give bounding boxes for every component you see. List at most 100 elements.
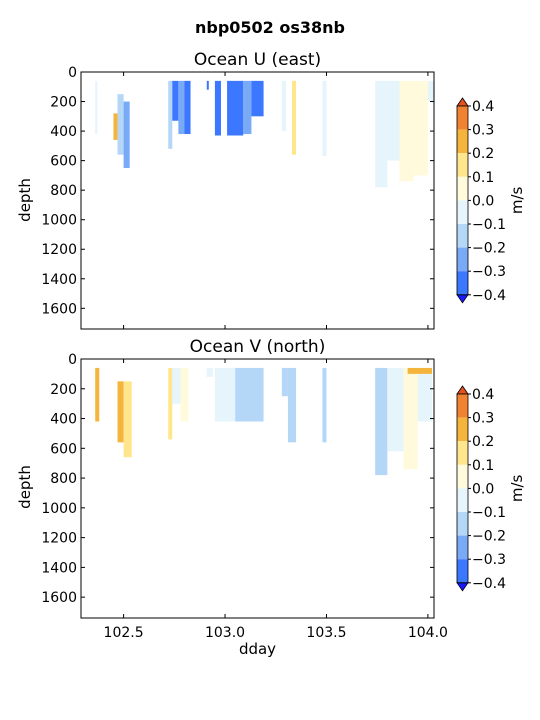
chart1-ytick-label-5: 1000 [41, 501, 77, 517]
chart1-xlabel: dday [239, 640, 276, 658]
chart1-colorbar-extend-bottom [456, 582, 469, 592]
chart0-data-column-13 [281, 80, 286, 132]
chart1-colorbar-tick-label-2: 0.2 [472, 434, 494, 450]
chart1-colorbar-band-4 [457, 488, 468, 512]
chart0-data-column-2 [117, 94, 124, 155]
chart1-colorbar-band-7 [457, 559, 468, 583]
chart1-data-column-12 [375, 367, 388, 476]
chart1-data-column-1 [117, 381, 124, 443]
chart0-title: Ocean U (east) [194, 50, 321, 70]
chart1-colorbar-band-0 [457, 394, 468, 418]
chart0-ytick-label-4: 800 [50, 183, 77, 199]
chart0-colorbar-tick-label-2: 0.2 [472, 146, 494, 162]
chart1-colorbar-extend-top [456, 385, 469, 395]
chart0-ytick-label-2: 400 [50, 124, 77, 140]
chart1-colorbar-tick-label-8: −0.4 [472, 576, 506, 592]
chart1-data-column-4 [172, 367, 181, 404]
chart1-ytick-label-2: 400 [50, 412, 77, 428]
chart0-data-column-16 [375, 80, 388, 188]
chart0-data-column-11 [243, 80, 252, 135]
chart0-data-column-1 [113, 113, 118, 140]
chart0-plot: 0 200 400 600 800 1000 1200 1400 1600 Ocean U (ea… [16, 50, 435, 330]
chart0-colorbar-label: m/s [508, 186, 526, 214]
chart0-colorbar-band-1 [457, 129, 468, 154]
chart0-ytick-label-6: 1200 [41, 242, 77, 258]
chart0-colorbar-band-2 [457, 153, 468, 177]
chart1-plot-frame [80, 358, 435, 619]
chart1-colorbar-tick-label-4: 0.0 [472, 481, 494, 497]
chart1-ytick-label-3: 600 [50, 441, 77, 457]
chart1-xtick-label-0: 102.5 [104, 625, 144, 641]
chart0-ytick-label-7: 1400 [41, 272, 77, 288]
chart0-data-column-10 [227, 80, 244, 136]
chart1-ytick-label-7: 1400 [41, 560, 77, 576]
chart1-colorbar: 0.4 0.3 0.2 0.1 0.0 −0.1 −0.2 −0.3 −0.4 m/s [456, 385, 526, 592]
chart0-data-column-20 [427, 80, 434, 102]
chart1-data-column-9 [281, 367, 288, 397]
chart0-colorbar-extend-top [456, 97, 469, 107]
chart0-colorbar-tick-label-3: 0.1 [472, 170, 494, 186]
chart1-ytick-label-8: 1600 [41, 590, 77, 606]
figure-title: nbp0502 os38nb [194, 18, 346, 37]
chart0-ytick-label-0: 0 [68, 65, 77, 81]
chart0-colorbar-tick-label-7: −0.3 [472, 264, 506, 280]
chart1-data-column-15 [417, 367, 432, 422]
chart0-colorbar-band-3 [457, 176, 468, 201]
chart0-ylabel: depth [16, 178, 34, 222]
chart1-xtick-label-1: 103.0 [205, 625, 245, 641]
chart1-data-column-14 [403, 367, 418, 470]
chart0-data-column-14 [291, 80, 297, 155]
chart1-colorbar-tick-label-7: −0.3 [472, 552, 506, 568]
chart1-data-column-5 [180, 367, 189, 422]
chart0-data-column-4 [168, 80, 173, 149]
chart1-ytick-label-4: 800 [50, 471, 77, 487]
chart1-colorbar-tick-label-3: 0.1 [472, 458, 494, 474]
chart0-colorbar-band-6 [457, 247, 468, 272]
chart0-data-column-15 [322, 80, 327, 157]
chart0-data-column-0 [95, 80, 98, 135]
chart1-data-column-11 [322, 367, 327, 443]
chart1-ytick-label-6: 1200 [41, 531, 77, 547]
chart1-data-column-8 [235, 367, 264, 422]
chart0-colorbar-band-7 [457, 271, 468, 295]
chart0-data-column-5 [172, 80, 179, 121]
chart0-data-column-12 [251, 80, 264, 117]
chart0-colorbar-extend-bottom [456, 294, 469, 304]
chart1-data-column-16 [407, 367, 432, 374]
chart1-data-column-3 [168, 367, 173, 440]
chart0-data-column-9 [214, 80, 221, 136]
chart1-colorbar-tick-label-1: 0.3 [472, 411, 494, 427]
chart0-colorbar-tick-label-0: 0.4 [472, 99, 494, 115]
chart0-data-column-18 [399, 80, 414, 182]
chart0-colorbar-tick-label-4: 0.0 [472, 193, 494, 209]
chart0-data-column-3 [123, 101, 130, 169]
chart1-data-column-7 [214, 367, 236, 422]
chart0-colorbar-band-5 [457, 224, 468, 248]
chart1-colorbar-band-2 [457, 441, 468, 465]
chart1-data-column-10 [287, 367, 297, 443]
chart0-colorbar-band-4 [457, 200, 468, 224]
chart1-data-column-6 [206, 367, 213, 377]
chart1-plot: 0 200 400 600 800 1000 1200 1400 1600 102.5 103.0 1… [16, 337, 448, 658]
chart1-colorbar-band-3 [457, 464, 468, 489]
chart1-xtick-label-2: 103.5 [306, 625, 346, 641]
chart1-colorbar-tick-label-0: 0.4 [472, 387, 494, 403]
chart0-plot-frame [80, 71, 435, 330]
chart1-ylabel: depth [16, 465, 34, 509]
chart0-colorbar-tick-label-5: −0.1 [472, 217, 506, 233]
chart0-colorbar-band-0 [457, 106, 468, 130]
chart0-data-column-8 [206, 80, 209, 90]
chart1-ytick-label-1: 200 [50, 382, 77, 398]
chart0-ytick-label-1: 200 [50, 95, 77, 111]
chart0-colorbar-tick-label-6: −0.2 [472, 241, 506, 257]
chart0-ytick-label-3: 600 [50, 154, 77, 170]
chart1-xtick-label-3: 104.0 [408, 625, 448, 641]
chart0-ytick-label-8: 1600 [41, 301, 77, 317]
chart1-data-column-2 [123, 381, 132, 458]
chart0-colorbar-tick-label-1: 0.3 [472, 123, 494, 139]
chart1-colorbar-band-6 [457, 535, 468, 560]
chart0-colorbar-tick-label-8: −0.4 [472, 288, 506, 304]
chart0-data-column-7 [184, 80, 191, 135]
chart0-data-column-17 [387, 80, 400, 161]
